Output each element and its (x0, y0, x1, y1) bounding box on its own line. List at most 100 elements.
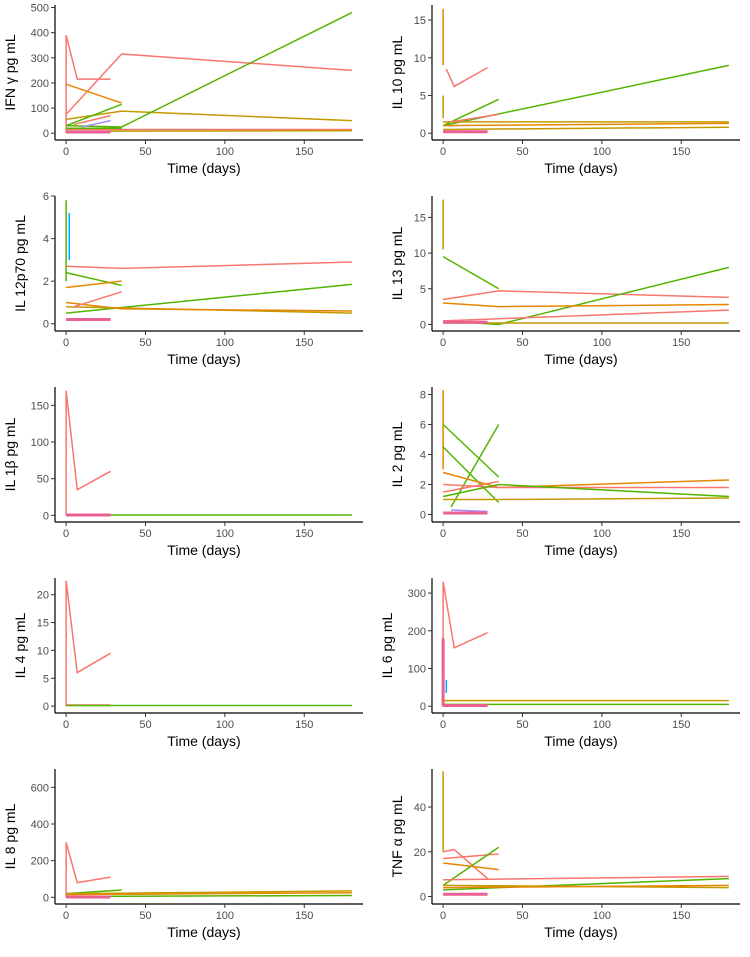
x-tick-label: 100 (593, 337, 611, 349)
x-axis-label: Time (days) (544, 924, 617, 940)
x-tick-label: 150 (672, 337, 690, 349)
y-axis-label: IL 6 pg mL (379, 612, 395, 678)
y-tick-label: 50 (37, 474, 49, 486)
series-line (443, 122, 729, 127)
x-tick-label: 100 (216, 146, 234, 158)
y-tick-label: 0 (43, 319, 49, 331)
x-tick-label: 0 (440, 146, 446, 158)
x-tick-label: 50 (139, 719, 151, 731)
y-axis-label: IL 10 pg mL (389, 36, 405, 110)
series-line (443, 884, 729, 889)
series-line (443, 862, 499, 871)
x-tick-label: 150 (295, 910, 313, 922)
x-tick-label: 150 (295, 337, 313, 349)
series-line (65, 53, 352, 115)
x-tick-label: 100 (216, 910, 234, 922)
y-tick-label: 0 (420, 892, 426, 904)
x-tick-label: 150 (672, 528, 690, 540)
series-line (442, 423, 500, 478)
x-tick-label: 0 (63, 528, 69, 540)
x-axis-label: Time (days) (544, 733, 617, 749)
series-line (442, 255, 500, 290)
series-line (443, 877, 729, 891)
y-tick-label: 6 (420, 420, 426, 432)
y-tick-label: 600 (31, 782, 49, 794)
x-tick-label: 0 (63, 337, 69, 349)
panel-8: 0 50 100 150 0 200 400 600 Time (days) IL 8 pg mL (2, 769, 363, 940)
y-tick-label: 200 (31, 856, 49, 868)
series-line (443, 875, 729, 881)
x-tick-label: 150 (672, 910, 690, 922)
series-line (442, 483, 729, 498)
y-tick-label: 40 (414, 802, 426, 814)
series-line (65, 83, 122, 104)
series-line (65, 580, 111, 707)
y-tick-label: 5 (420, 284, 426, 296)
x-tick-label: 50 (516, 337, 528, 349)
x-axis-label: Time (days) (167, 542, 240, 558)
y-tick-label: 200 (31, 78, 49, 90)
y-tick-label: 10 (37, 645, 49, 657)
y-tick-label: 15 (414, 15, 426, 27)
x-tick-label: 150 (295, 528, 313, 540)
series-line (73, 114, 111, 126)
y-tick-label: 15 (37, 618, 49, 630)
series-line (443, 483, 729, 489)
series-line (442, 848, 489, 880)
x-tick-label: 0 (440, 910, 446, 922)
y-tick-label: 100 (31, 437, 49, 449)
x-tick-label: 100 (216, 337, 234, 349)
y-tick-label: 10 (414, 53, 426, 65)
y-tick-label: 20 (414, 847, 426, 859)
series-line (66, 110, 352, 122)
series-line (66, 890, 352, 895)
y-tick-label: 10 (414, 248, 426, 260)
x-tick-label: 0 (440, 337, 446, 349)
panel-5: 0 50 100 150 0 2 4 6 8 Time (days) IL 2 pg mL (389, 387, 740, 558)
y-tick-label: 8 (420, 390, 426, 402)
x-tick-label: 100 (593, 910, 611, 922)
y-axis-label: IL 2 pg mL (389, 421, 405, 487)
series-line (443, 497, 729, 501)
y-axis-label: IFN γ pg mL (2, 34, 18, 110)
y-tick-label: 20 (37, 590, 49, 602)
x-tick-label: 150 (295, 146, 313, 158)
series-line (65, 390, 111, 516)
panel-0: 0 50 100 150 0 100 200 300 400 500 Time (days) IFN … (2, 3, 363, 176)
y-tick-label: 0 (420, 128, 426, 140)
y-axis-label: IL 1β pg mL (2, 417, 18, 491)
x-tick-label: 0 (440, 719, 446, 731)
series-line (443, 853, 499, 860)
x-tick-label: 50 (516, 146, 528, 158)
series-line (65, 103, 122, 127)
panel-7: 0 50 100 150 0 100 200 300 Time (days) IL 6 pg mL (379, 578, 740, 749)
y-tick-label: 4 (420, 450, 426, 462)
x-tick-label: 150 (672, 146, 690, 158)
y-tick-label: 300 (31, 53, 49, 65)
y-tick-label: 2 (420, 480, 426, 492)
y-tick-label: 0 (43, 510, 49, 522)
y-tick-label: 4 (43, 234, 49, 246)
x-tick-label: 50 (139, 337, 151, 349)
y-tick-label: 100 (408, 664, 426, 676)
series-line (65, 271, 122, 287)
x-axis-label: Time (days) (544, 542, 617, 558)
x-tick-label: 100 (593, 719, 611, 731)
series-line (442, 446, 500, 504)
x-axis-label: Time (days) (167, 351, 240, 367)
x-tick-label: 100 (593, 528, 611, 540)
x-tick-label: 100 (216, 719, 234, 731)
y-tick-label: 5 (420, 91, 426, 103)
series-line (442, 471, 729, 489)
y-axis-label: IL 13 pg mL (389, 227, 405, 301)
x-tick-label: 0 (63, 719, 69, 731)
y-tick-label: 0 (43, 701, 49, 713)
y-tick-label: 200 (408, 626, 426, 638)
y-tick-label: 500 (31, 3, 49, 15)
panel-2: 0 50 100 150 0 2 4 6 Time (days) IL 12p70 pg mL (12, 191, 363, 367)
series-line (73, 291, 122, 308)
series-line (66, 280, 122, 289)
y-tick-label: 0 (420, 701, 426, 713)
y-tick-label: 300 (408, 588, 426, 600)
